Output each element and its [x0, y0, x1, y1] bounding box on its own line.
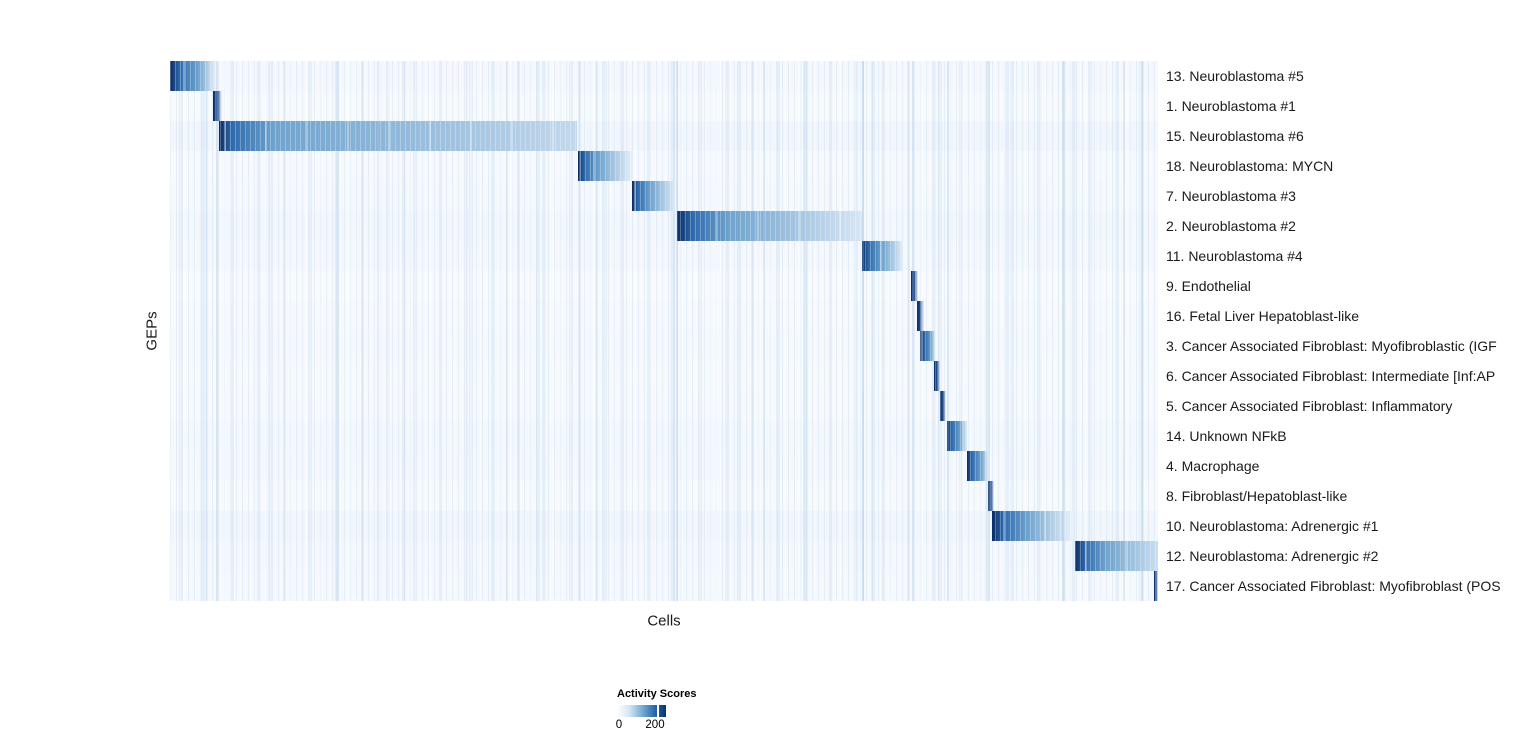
activity-block	[911, 271, 918, 301]
activity-block	[939, 391, 946, 421]
row-label: 10. Neuroblastoma: Adrenergic #1	[1166, 518, 1379, 534]
row-label: 7. Neuroblastoma #3	[1166, 188, 1296, 204]
activity-block	[946, 421, 968, 451]
row-labels: 13. Neuroblastoma #5 1. Neuroblastoma #1 1…	[1166, 61, 1540, 601]
row-label: 5. Cancer Associated Fibroblast: Inflamm…	[1166, 398, 1453, 414]
heatmap-row	[170, 271, 1158, 301]
heatmap-rows	[170, 61, 1158, 601]
activity-block	[219, 121, 578, 151]
row-label: 16. Fetal Liver Hepatoblast-like	[1166, 308, 1359, 324]
heatmap-row	[170, 121, 1158, 151]
heatmap-row	[170, 91, 1158, 121]
colorbar-tick-labels: 0 200	[615, 719, 697, 733]
row-label: 18. Neuroblastoma: MYCN	[1166, 158, 1334, 174]
row-label: 6. Cancer Associated Fibroblast: Interme…	[1166, 368, 1496, 384]
activity-block	[578, 151, 633, 181]
x-axis-label: Cells	[647, 612, 681, 630]
row-label: 11. Neuroblastoma #4	[1166, 248, 1303, 264]
heatmap-row	[170, 541, 1158, 571]
activity-block	[1153, 571, 1158, 601]
activity-block	[967, 451, 989, 481]
heatmap-row	[170, 361, 1158, 391]
heatmap-row	[170, 451, 1158, 481]
heatmap-row	[170, 421, 1158, 451]
row-label: 14. Unknown NFkB	[1166, 428, 1287, 444]
activity-block	[916, 301, 924, 331]
heatmap-row	[170, 211, 1158, 241]
row-label: 17. Cancer Associated Fibroblast: Myofib…	[1166, 578, 1501, 594]
colorbar-legend: Activity Scores 0 200	[615, 688, 787, 733]
row-label: 8. Fibroblast/Hepatoblast-like	[1166, 488, 1348, 504]
colorbar-tick-mark	[657, 705, 659, 717]
heatmap-plot	[170, 61, 1158, 601]
activity-block	[933, 361, 940, 391]
colorbar-tick-max: 200	[645, 719, 665, 731]
activity-block	[632, 181, 677, 211]
row-label: 9. Endothelial	[1166, 278, 1251, 294]
heatmap-row	[170, 331, 1158, 361]
row-label: 15. Neuroblastoma #6	[1166, 128, 1304, 144]
row-label: 1. Neuroblastoma #1	[1166, 98, 1296, 114]
heatmap-row	[170, 151, 1158, 181]
heatmap-row	[170, 181, 1158, 211]
y-axis-label: GEPs	[143, 311, 161, 351]
colorbar-tick-min: 0	[615, 719, 623, 731]
row-label: 4. Macrophage	[1166, 458, 1260, 474]
activity-block	[920, 331, 935, 361]
heatmap-row	[170, 61, 1158, 91]
activity-block	[1075, 541, 1158, 571]
activity-block	[212, 91, 222, 121]
activity-block	[170, 61, 217, 91]
legend-title: Activity Scores	[617, 688, 697, 700]
activity-block	[988, 481, 994, 511]
row-label: 12. Neuroblastoma: Adrenergic #2	[1166, 548, 1379, 564]
activity-block	[676, 211, 862, 241]
activity-block	[861, 241, 904, 271]
heatmap-row	[170, 511, 1158, 541]
row-label: 2. Neuroblastoma #2	[1166, 218, 1296, 234]
colorbar-gradient	[617, 705, 666, 717]
heatmap-row	[170, 571, 1158, 601]
heatmap-row	[170, 301, 1158, 331]
heatmap-row	[170, 391, 1158, 421]
activity-block	[992, 511, 1074, 541]
row-label: 3. Cancer Associated Fibroblast: Myofibr…	[1166, 338, 1497, 354]
heatmap-row	[170, 241, 1158, 271]
heatmap-row	[170, 481, 1158, 511]
row-label: 13. Neuroblastoma #5	[1166, 68, 1304, 84]
